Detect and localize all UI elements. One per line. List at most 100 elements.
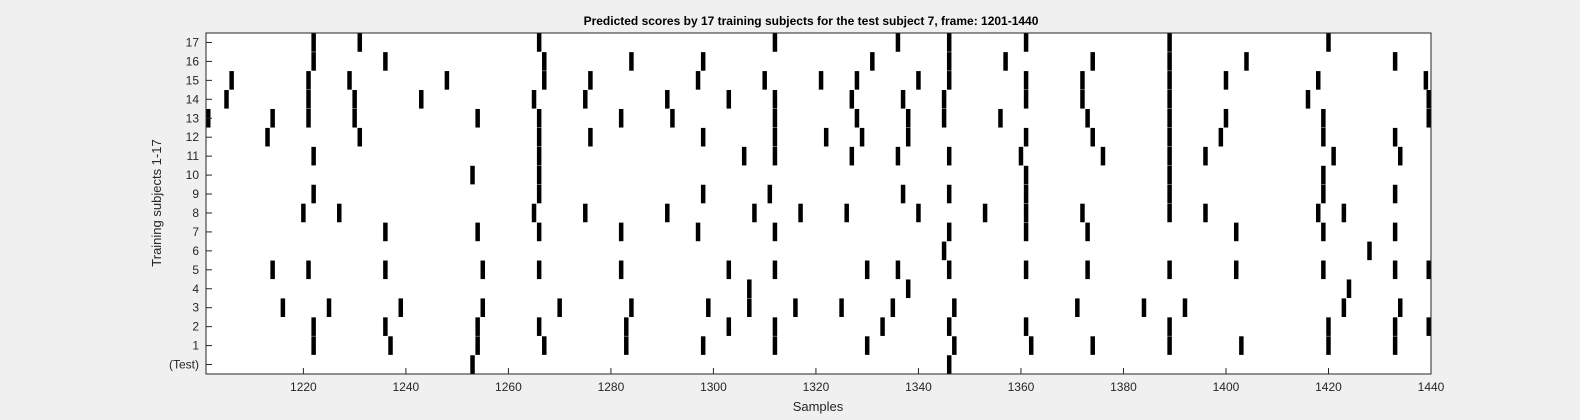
event-mark [629, 52, 634, 71]
event-mark [864, 260, 870, 280]
event-mark [536, 33, 542, 52]
event-mark [1392, 222, 1398, 242]
event-mark [772, 108, 778, 128]
event-mark [1023, 71, 1029, 90]
event-mark [952, 336, 957, 355]
event-mark [1080, 90, 1085, 109]
event-mark [1080, 203, 1085, 223]
y-tick-label: 12 [186, 130, 200, 144]
event-mark [1321, 260, 1326, 280]
event-mark [1023, 317, 1029, 336]
event-mark [849, 146, 855, 166]
event-mark [536, 127, 542, 147]
event-mark [1167, 33, 1172, 52]
event-mark [383, 260, 388, 280]
x-tick-label: 1240 [393, 380, 420, 394]
event-mark [1321, 184, 1326, 204]
event-mark [700, 127, 706, 147]
event-mark [1426, 260, 1431, 280]
event-mark [357, 33, 363, 52]
event-mark [1100, 146, 1106, 166]
event-mark [1398, 146, 1403, 166]
event-mark [1233, 260, 1239, 280]
event-mark [583, 203, 588, 223]
event-mark [864, 336, 870, 355]
event-mark [1023, 184, 1029, 204]
event-mark [557, 298, 562, 317]
event-mark [952, 298, 957, 317]
event-mark [1090, 127, 1095, 147]
event-mark [311, 52, 316, 71]
event-mark [357, 127, 363, 147]
event-mark [998, 108, 1003, 128]
event-mark [1398, 298, 1403, 317]
event-mark [1203, 146, 1208, 166]
event-mark [844, 203, 849, 223]
event-mark [1326, 317, 1331, 336]
event-mark [941, 241, 947, 261]
event-mark [536, 317, 542, 336]
event-mark [772, 90, 778, 109]
event-mark [1023, 90, 1029, 109]
event-mark [383, 222, 388, 242]
event-mark [1167, 184, 1172, 204]
event-mark [772, 146, 778, 166]
event-mark [895, 33, 901, 52]
event-mark [1346, 279, 1352, 299]
event-mark [542, 52, 547, 71]
event-mark [946, 52, 952, 71]
x-tick-label: 1260 [495, 380, 522, 394]
event-mark [1090, 52, 1095, 71]
x-axis-ticks: 1220 1240 1260 1280 1300 1320 1340 1360 1380 1400… [290, 368, 1445, 394]
event-mark [229, 71, 234, 90]
event-mark [311, 33, 316, 52]
event-mark [1367, 241, 1372, 261]
event-mark [798, 203, 803, 223]
event-mark [772, 336, 778, 355]
event-mark [1167, 108, 1172, 128]
y-tick-label: (Test) [169, 358, 199, 372]
event-mark [588, 127, 593, 147]
event-mark [772, 317, 778, 336]
event-mark [536, 222, 542, 242]
event-mark [301, 203, 306, 223]
x-tick-label: 1300 [700, 380, 727, 394]
event-mark [946, 146, 952, 166]
event-mark [388, 336, 393, 355]
event-mark [618, 260, 624, 280]
event-mark [1223, 71, 1229, 90]
event-mark [470, 355, 475, 374]
x-tick-label: 1220 [290, 380, 317, 394]
event-mark [583, 90, 588, 109]
y-tick-label: 16 [186, 54, 200, 68]
x-axis-label: Samples [793, 399, 844, 414]
event-mark [1239, 336, 1244, 355]
event-mark [1167, 127, 1172, 147]
x-tick-label: 1420 [1315, 380, 1342, 394]
y-tick-label: 7 [192, 225, 199, 239]
y-tick-label: 3 [192, 301, 199, 315]
event-mark [352, 108, 357, 128]
axes-box [205, 32, 1432, 375]
event-mark [747, 279, 752, 299]
x-tick-label: 1320 [803, 380, 830, 394]
event-mark [839, 298, 844, 317]
event-mark [588, 71, 593, 90]
event-mark [475, 222, 480, 242]
event-mark [347, 71, 352, 90]
event-mark [419, 90, 424, 109]
event-mark [1341, 203, 1347, 223]
event-mark [475, 108, 480, 128]
event-mark [480, 260, 486, 280]
y-tick-label: 11 [187, 149, 200, 163]
event-mark [1392, 127, 1398, 147]
event-mark [1341, 298, 1347, 317]
event-mark [1167, 317, 1172, 336]
event-mark [900, 90, 906, 109]
event-mark [1090, 336, 1095, 355]
event-mark [793, 298, 798, 317]
x-tick-label: 1360 [1008, 380, 1035, 394]
y-tick-label: 10 [186, 168, 200, 182]
event-mark [475, 317, 480, 336]
event-mark [531, 90, 537, 109]
